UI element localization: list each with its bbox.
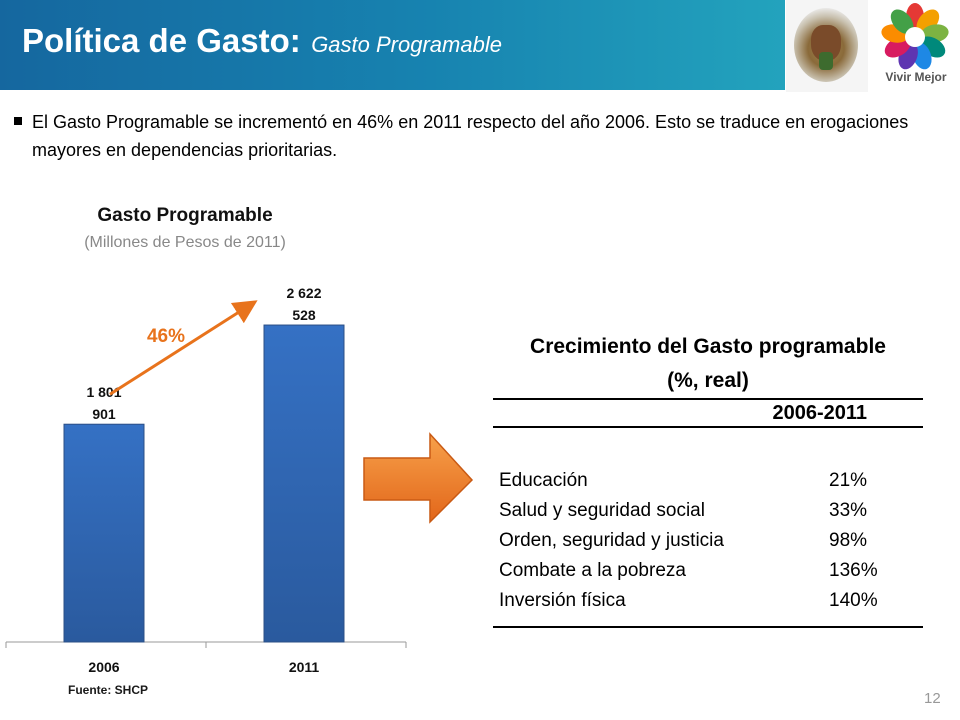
table-divider [493, 426, 923, 428]
chart-title: Gasto Programable [97, 205, 273, 226]
right-arrow-icon [363, 432, 474, 524]
table-title-line2: (%, real) [667, 369, 749, 392]
row-value: 140% [829, 590, 878, 611]
header-band: Política de Gasto: Gasto Programable [0, 0, 785, 90]
table-divider [493, 626, 923, 628]
mexico-seal-logo [786, 0, 868, 92]
table-row: Educación 21% [493, 466, 923, 496]
chart-subtitle: (Millones de Pesos de 2011) [84, 234, 286, 251]
data-label: 2 622 [286, 285, 321, 301]
category-label: 2006 [88, 659, 119, 675]
row-value: 33% [829, 500, 868, 521]
row-label: Inversión física [499, 590, 626, 611]
table-period: 2006-2011 [772, 402, 867, 424]
row-label: Educación [499, 470, 588, 491]
bar-2006 [63, 423, 145, 643]
vivir-mejor-logo: Vivir Mejor [872, 0, 960, 92]
table-divider [493, 398, 923, 400]
bullet-point: El Gasto Programable se incrementó en 46… [14, 108, 914, 164]
square-bullet-icon [14, 117, 22, 125]
logo-label: Vivir Mejor [885, 70, 947, 84]
row-label: Salud y seguridad social [499, 500, 705, 521]
data-label: 528 [292, 307, 316, 323]
growth-arrow [109, 300, 258, 396]
data-label: 1 801 [86, 384, 121, 400]
bar-chart: 1 801 901 2006 2 622 528 2011 46% [5, 285, 407, 675]
row-value: 98% [829, 530, 868, 551]
table-row: Inversión física 140% [493, 586, 923, 616]
title-subtitle: Gasto Programable [311, 32, 502, 57]
chart-source: Fuente: SHCP [68, 683, 149, 697]
table-row: Orden, seguridad y justicia 98% [493, 526, 923, 556]
slide-title: Política de Gasto: Gasto Programable [22, 22, 502, 60]
page-number: 12 [924, 690, 941, 707]
growth-label: 46% [147, 326, 185, 347]
bullet-text: El Gasto Programable se incrementó en 46… [32, 112, 909, 160]
row-label: Orden, seguridad y justicia [499, 530, 724, 551]
flower-icon [881, 3, 949, 70]
bar-2011 [263, 324, 345, 643]
cactus-icon [819, 52, 833, 70]
row-value: 21% [829, 470, 868, 491]
row-value: 136% [829, 560, 878, 581]
growth-table: Crecimiento del Gasto programable (%, re… [493, 330, 923, 628]
title-main: Política de Gasto: [22, 22, 301, 59]
table-rows: Educación 21% Salud y seguridad social 3… [493, 466, 923, 616]
data-label: 901 [92, 406, 116, 422]
table-title-line1: Crecimiento del Gasto programable [530, 335, 886, 358]
category-label: 2011 [289, 659, 320, 675]
table-row: Combate a la pobreza 136% [493, 556, 923, 586]
table-row: Salud y seguridad social 33% [493, 496, 923, 526]
slide-header: Política de Gasto: Gasto Programable Viv… [0, 0, 960, 92]
row-label: Combate a la pobreza [499, 560, 686, 581]
